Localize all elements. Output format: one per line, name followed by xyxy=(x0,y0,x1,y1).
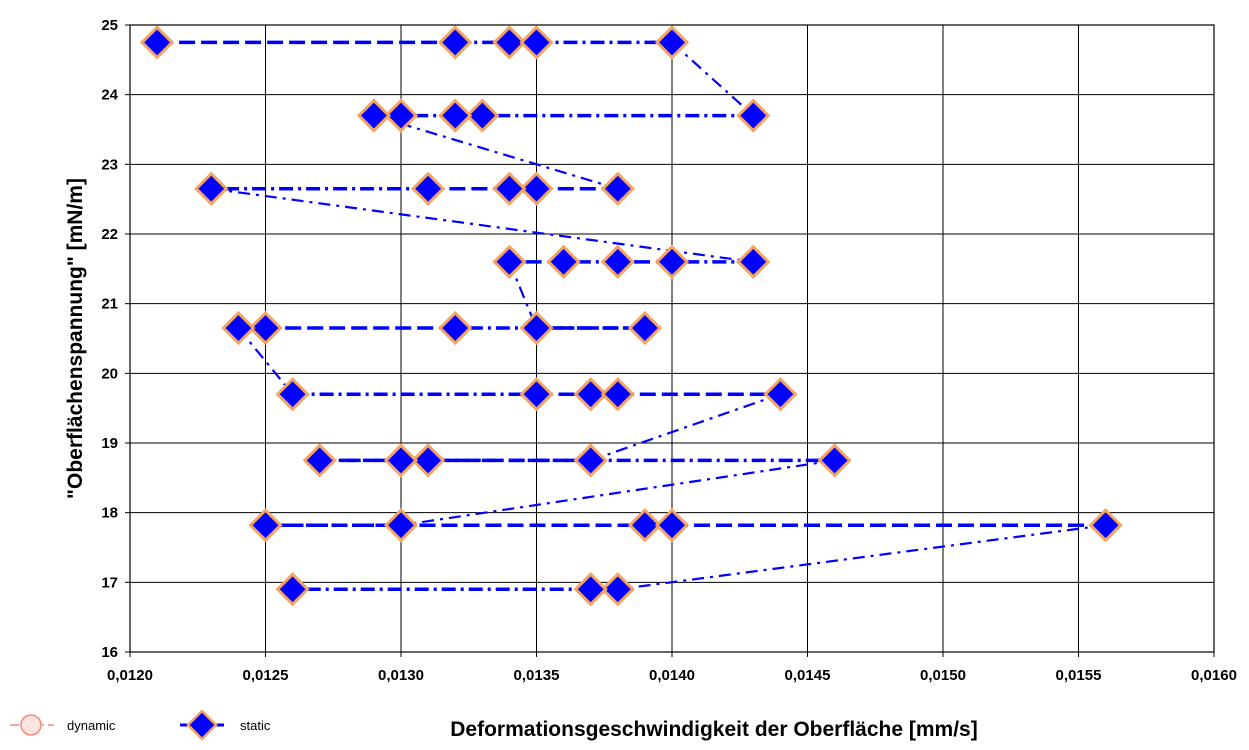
data-point-static xyxy=(302,443,337,478)
plot-frame xyxy=(129,24,1215,653)
y-tick-label: 22 xyxy=(101,226,118,243)
data-point-static xyxy=(139,25,175,60)
x-tick-label: 0,0125 xyxy=(243,667,289,684)
x-axis-title: Deformationsgeschwindigkeit der Oberfläc… xyxy=(450,718,977,741)
legend-item-dynamic: dynamic xyxy=(10,714,116,736)
y-tick-label: 25 xyxy=(101,17,118,34)
data-point-static xyxy=(383,98,419,133)
data-point-static xyxy=(817,443,852,478)
y-tick-label: 23 xyxy=(101,156,118,173)
data-point-static xyxy=(194,171,229,206)
legend: dynamic static xyxy=(10,709,271,741)
legend-item-static: static xyxy=(180,709,271,741)
data-point-static xyxy=(573,572,608,607)
data-point-static xyxy=(492,244,527,279)
data-point-static xyxy=(248,310,283,346)
x-tick-label: 0,0145 xyxy=(785,667,831,684)
data-point-static xyxy=(519,310,554,346)
y-tick-label: 17 xyxy=(101,574,118,591)
legend-static-marker xyxy=(186,709,218,741)
y-tick-label: 18 xyxy=(101,505,118,522)
data-point-static xyxy=(573,443,608,478)
y-tick-label: 21 xyxy=(101,296,118,313)
data-point-static xyxy=(600,244,635,279)
x-tick-label: 0,0150 xyxy=(920,667,966,684)
data-point-static xyxy=(600,377,635,412)
data-markers xyxy=(139,25,1123,607)
data-point-static xyxy=(383,443,419,478)
data-point-static xyxy=(248,508,283,543)
x-tick-label: 0,0155 xyxy=(1056,667,1102,684)
series-static-line-segment xyxy=(211,187,754,263)
data-point-static xyxy=(546,244,581,279)
x-tick-label: 0,0160 xyxy=(1191,667,1237,684)
data-point-static xyxy=(519,25,554,60)
data-point-static xyxy=(627,508,663,543)
tick-labels: 0,0120 0,0125 0,0130 0,0135 0,0140 0,0145 0,01… xyxy=(101,17,1237,684)
series-static-line-segment xyxy=(400,459,835,527)
data-point-static xyxy=(410,171,446,206)
y-tick-label: 20 xyxy=(101,365,118,382)
data-point-static xyxy=(600,572,635,607)
data-point-static xyxy=(438,98,473,133)
legend-dynamic-marker xyxy=(20,714,42,736)
data-point-static xyxy=(654,244,690,279)
x-tick-label: 0,0120 xyxy=(107,667,153,684)
x-tick-label: 0,0140 xyxy=(649,667,695,684)
data-point-static xyxy=(410,443,446,478)
data-point-static xyxy=(492,25,527,60)
data-point-static xyxy=(438,25,473,60)
data-point-static xyxy=(654,25,690,60)
data-point-static xyxy=(736,98,771,133)
data-point-static xyxy=(465,98,500,133)
series-static-line-segment xyxy=(373,114,619,190)
data-point-static xyxy=(519,377,554,412)
data-point-static xyxy=(275,572,310,607)
data-point-static xyxy=(275,377,310,412)
x-tick-label: 0,0135 xyxy=(514,667,560,684)
data-point-static xyxy=(492,171,527,206)
series-static-line-segment xyxy=(671,41,755,117)
grid xyxy=(125,24,1215,657)
y-tick-label: 16 xyxy=(101,644,118,661)
series-static-line-segment xyxy=(590,393,781,462)
series-static-line-segment xyxy=(617,524,1106,591)
data-point-static xyxy=(519,171,554,206)
data-point-static xyxy=(654,508,690,543)
connector-lines xyxy=(157,40,1106,592)
x-tick-label: 0,0130 xyxy=(378,667,424,684)
y-axis-title: "Oberflächenspannung" [mN/m] xyxy=(64,178,87,499)
data-point-static xyxy=(383,508,419,543)
data-point-static xyxy=(627,310,663,346)
data-point-static xyxy=(763,377,798,412)
data-point-static xyxy=(438,310,473,346)
data-point-static xyxy=(736,244,771,279)
legend-dynamic-label: dynamic xyxy=(67,718,116,733)
y-tick-label: 24 xyxy=(101,87,118,104)
data-point-static xyxy=(221,310,256,346)
data-point-static xyxy=(600,171,635,206)
data-point-static xyxy=(356,98,392,133)
data-point-static xyxy=(1088,508,1123,543)
y-tick-label: 19 xyxy=(101,435,118,452)
legend-static-label: static xyxy=(240,718,271,733)
data-point-static xyxy=(573,377,608,412)
